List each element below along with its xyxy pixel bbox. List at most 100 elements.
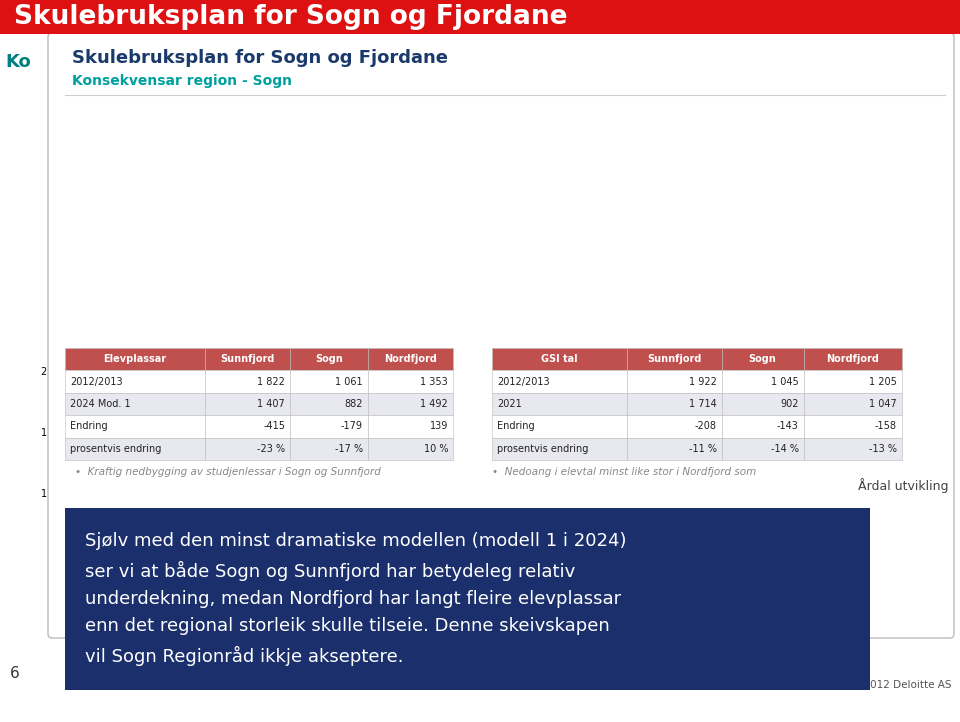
Bar xyxy=(391,433,438,615)
Bar xyxy=(204,393,290,415)
Sogn xyxy=(565,487,577,495)
Title: Utvikling GSI tal pr region: Utvikling GSI tal pr region xyxy=(641,359,784,369)
Bar xyxy=(204,348,290,370)
Sogn xyxy=(768,505,780,513)
Text: 902: 902 xyxy=(780,399,799,409)
Text: Sunnfjord: Sunnfjord xyxy=(647,355,702,364)
Bar xyxy=(627,370,722,393)
Sogn xyxy=(686,499,698,508)
Text: -208: -208 xyxy=(695,422,716,432)
Nordfjord xyxy=(808,495,820,503)
Bar xyxy=(368,393,453,415)
Bar xyxy=(65,370,204,393)
Text: 1 047: 1 047 xyxy=(869,399,897,409)
Nordfjord xyxy=(768,498,780,507)
Text: 882: 882 xyxy=(344,399,363,409)
Bar xyxy=(368,370,453,393)
Title: Utvikling EP pr region: Utvikling EP pr region xyxy=(206,359,327,369)
Bar xyxy=(204,370,290,393)
Sogn xyxy=(890,510,901,519)
Bar xyxy=(722,370,804,393)
Sunnfjord xyxy=(849,416,860,425)
Legend: Sunnfjord, Sogn, Nordfjord: Sunnfjord, Sogn, Nordfjord xyxy=(606,672,820,689)
Text: © 2012 Deloitte AS: © 2012 Deloitte AS xyxy=(851,680,952,690)
Line: Sunnfjord: Sunnfjord xyxy=(490,386,936,422)
Text: 1 714: 1 714 xyxy=(689,399,716,409)
Bar xyxy=(492,370,627,393)
Line: Sogn: Sogn xyxy=(490,479,936,516)
Nordfjord xyxy=(728,503,739,511)
Bar xyxy=(804,348,902,370)
Sogn xyxy=(728,502,739,510)
Text: •  Kraftig nedbygging av studjenlessar i Sogn og Sunnfjord: • Kraftig nedbygging av studjenlessar i … xyxy=(75,467,381,477)
Sunnfjord xyxy=(728,408,739,417)
Bar xyxy=(204,415,290,438)
Bar xyxy=(492,348,627,370)
Text: -179: -179 xyxy=(341,422,363,432)
Text: Endring: Endring xyxy=(497,422,535,432)
Text: prosentvis endring: prosentvis endring xyxy=(497,444,588,454)
Nordfjord xyxy=(849,497,860,506)
Text: 10 %: 10 % xyxy=(423,444,448,454)
Text: -158: -158 xyxy=(875,422,897,432)
FancyBboxPatch shape xyxy=(48,33,954,638)
Text: 1 407: 1 407 xyxy=(257,399,285,409)
Text: Nordfjord: Nordfjord xyxy=(384,355,437,364)
Text: 1 492: 1 492 xyxy=(420,399,448,409)
Text: -23 %: -23 % xyxy=(257,444,285,454)
Bar xyxy=(65,348,204,370)
Text: Sogn: Sogn xyxy=(749,355,777,364)
Bar xyxy=(290,415,368,438)
Bar xyxy=(65,508,870,690)
Bar xyxy=(267,508,314,615)
Text: 2012/2013: 2012/2013 xyxy=(497,377,550,386)
Line: Nordfjord: Nordfjord xyxy=(490,491,936,507)
Sogn xyxy=(524,481,536,490)
Text: 1 822: 1 822 xyxy=(257,377,285,386)
Legend: 2012/2013, 2024 Mod. 1: 2012/2013, 2024 Mod. 1 xyxy=(184,672,349,689)
Bar xyxy=(143,443,190,615)
Sogn xyxy=(930,512,942,521)
Sunnfjord xyxy=(646,402,658,411)
Text: 139: 139 xyxy=(430,422,448,432)
Bar xyxy=(627,393,722,415)
Bar xyxy=(368,438,453,460)
Bar xyxy=(65,438,204,460)
Sogn xyxy=(646,495,658,504)
Nordfjord xyxy=(686,501,698,510)
Bar xyxy=(722,438,804,460)
Nordfjord xyxy=(930,503,942,511)
Text: Sogn: Sogn xyxy=(315,355,343,364)
Sogn xyxy=(484,474,495,483)
Bar xyxy=(204,438,290,460)
Bar xyxy=(492,438,627,460)
Bar xyxy=(368,415,453,438)
Text: Nordfjord: Nordfjord xyxy=(827,355,879,364)
Bar xyxy=(368,348,453,370)
Nordfjord xyxy=(524,487,536,495)
Sunnfjord xyxy=(606,398,617,406)
Bar xyxy=(65,415,204,438)
Sogn xyxy=(606,491,617,500)
Sogn xyxy=(849,510,860,518)
Text: 1 205: 1 205 xyxy=(869,377,897,386)
Nordfjord xyxy=(565,488,577,497)
Text: 2012/2013: 2012/2013 xyxy=(70,377,123,386)
Sogn xyxy=(808,508,820,516)
Text: Konsekvensar region - Sogn: Konsekvensar region - Sogn xyxy=(72,74,292,88)
Bar xyxy=(220,486,267,615)
Sunnfjord xyxy=(890,417,901,426)
Bar xyxy=(627,348,722,370)
Bar xyxy=(290,438,368,460)
Sunnfjord xyxy=(768,412,780,421)
Text: Årdal utvikling: Årdal utvikling xyxy=(857,479,948,493)
Sunnfjord xyxy=(524,388,536,397)
Text: Endring: Endring xyxy=(70,422,108,432)
Nordfjord xyxy=(606,492,617,500)
Bar xyxy=(804,438,902,460)
Text: -14 %: -14 % xyxy=(771,444,799,454)
Bar xyxy=(804,393,902,415)
Text: •  Nedoang i elevtal minst like stor i Nordfjord som: • Nedoang i elevtal minst like stor i No… xyxy=(492,467,756,477)
Text: -11 %: -11 % xyxy=(688,444,716,454)
Bar xyxy=(290,393,368,415)
